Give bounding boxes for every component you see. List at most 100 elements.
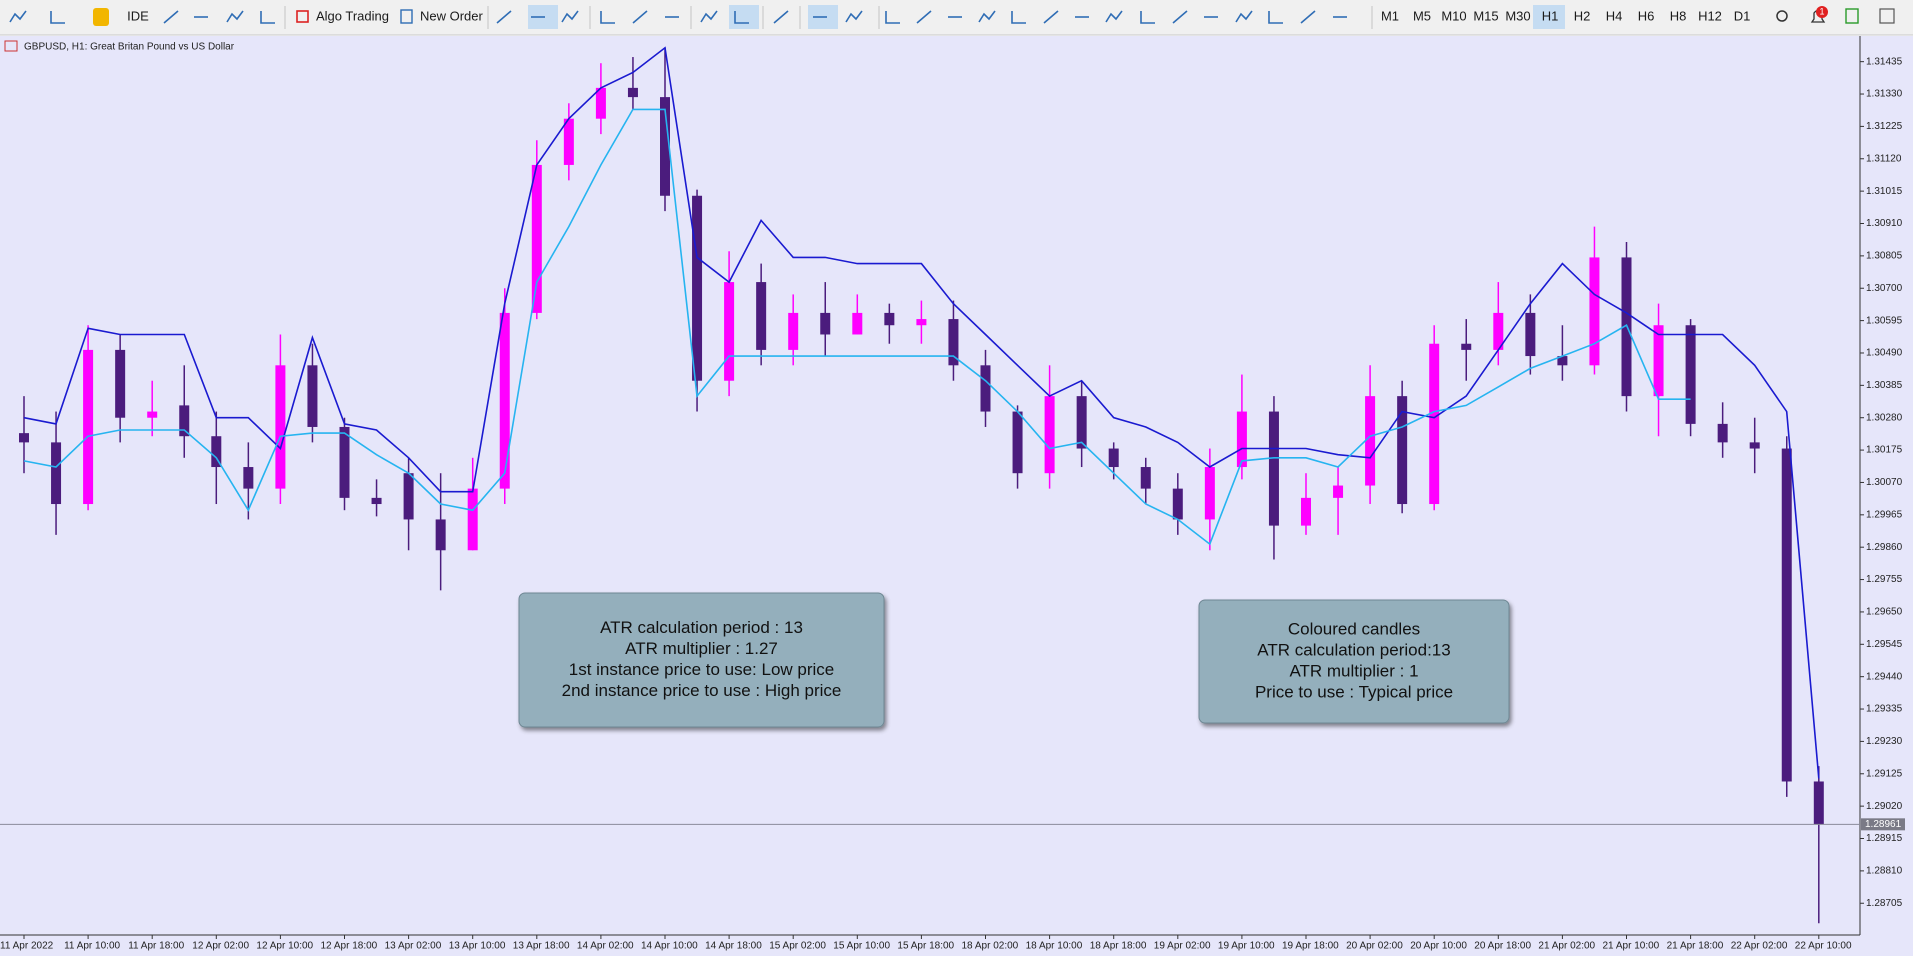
search-icon[interactable]	[1776, 10, 1788, 22]
candle-body	[1076, 396, 1087, 449]
candle-body	[724, 282, 735, 381]
current-price-label: 1.28961	[1865, 819, 1902, 830]
toolbar-icon[interactable]	[163, 10, 179, 24]
toolbar-icon[interactable]	[978, 10, 996, 23]
timeframe-button[interactable]: H2	[1574, 8, 1591, 23]
annotation-text: 1st instance price to use: Low price	[569, 660, 835, 679]
x-tick-label: 20 Apr 10:00	[1410, 941, 1467, 952]
toolbar-icon[interactable]	[845, 10, 863, 23]
toolbar-icon[interactable]	[1043, 10, 1059, 24]
x-tick-label: 11 Apr 2022	[0, 941, 54, 952]
x-tick-label: 13 Apr 10:00	[449, 941, 506, 952]
candle-body	[371, 497, 382, 505]
y-tick-label: 1.29230	[1866, 736, 1903, 747]
active-timeframe	[1533, 5, 1565, 29]
candle-body	[916, 319, 927, 326]
y-tick-label: 1.31225	[1866, 121, 1903, 132]
candle-body	[499, 312, 510, 489]
toolbar-icon[interactable]	[885, 11, 900, 24]
y-tick-label: 1.29020	[1866, 801, 1903, 812]
x-tick-label: 19 Apr 18:00	[1282, 941, 1339, 952]
toolbar-icon[interactable]	[226, 10, 244, 23]
toolbar-icon[interactable]	[632, 10, 648, 24]
x-tick-label: 20 Apr 18:00	[1474, 941, 1531, 952]
ide-button[interactable]: IDE	[127, 8, 149, 23]
new-order-button[interactable]: New Order	[420, 8, 484, 23]
toolbar-icon[interactable]	[9, 10, 27, 23]
candle-body	[1012, 411, 1023, 474]
timeframe-button[interactable]: H12	[1698, 8, 1722, 23]
chart-area	[0, 36, 1860, 935]
timeframe-button[interactable]: M15	[1473, 8, 1498, 23]
toolbar-icon[interactable]	[561, 10, 579, 23]
toolbar-icon[interactable]	[50, 11, 65, 24]
annotation-text: ATR calculation period : 13	[600, 618, 803, 637]
toolbar-icon[interactable]	[773, 10, 789, 24]
candle-body	[211, 436, 222, 468]
dollar-icon[interactable]	[93, 8, 109, 26]
timeframe-button[interactable]: H1	[1542, 8, 1559, 23]
candle-body	[531, 164, 542, 313]
candle-body	[1781, 448, 1792, 782]
toolbar-icon[interactable]	[1235, 10, 1253, 23]
toolbar-icon[interactable]	[1268, 11, 1283, 24]
toolbar-icon[interactable]	[600, 11, 615, 24]
timeframe-button[interactable]: M10	[1441, 8, 1466, 23]
timeframe-button[interactable]: H6	[1638, 8, 1655, 23]
toolbar-icon[interactable]	[1172, 10, 1188, 24]
level-icon[interactable]	[1845, 8, 1859, 24]
plot	[19, 46, 1824, 924]
toolbar-icon[interactable]	[1140, 11, 1155, 24]
algo-icon[interactable]	[296, 10, 309, 23]
y-tick-label: 1.29860	[1866, 542, 1903, 553]
timeframe-button[interactable]: H8	[1670, 8, 1687, 23]
y-tick-label: 1.30805	[1866, 251, 1903, 262]
layout-icon[interactable]	[1879, 8, 1895, 24]
notification-count: 1	[1819, 6, 1824, 16]
timeframe-button[interactable]: D1	[1734, 8, 1751, 23]
y-tick-label: 1.28705	[1866, 898, 1903, 909]
x-tick-label: 14 Apr 10:00	[641, 941, 698, 952]
x-tick-label: 21 Apr 18:00	[1667, 941, 1724, 952]
annotation-text: 2nd instance price to use : High price	[562, 681, 842, 700]
toolbar-icon[interactable]	[916, 10, 932, 24]
candle-body	[756, 282, 767, 350]
x-tick-label: 21 Apr 02:00	[1538, 941, 1595, 952]
candle-body	[243, 467, 254, 489]
timeframe-button[interactable]: M30	[1505, 8, 1530, 23]
x-tick-label: 22 Apr 10:00	[1795, 941, 1852, 952]
toolbar-icon[interactable]	[734, 11, 749, 24]
timeframe-button[interactable]: M1	[1381, 8, 1399, 23]
y-tick-label: 1.30175	[1866, 445, 1903, 456]
toolbar-icon[interactable]	[260, 11, 275, 24]
y-tick-label: 1.31015	[1866, 186, 1903, 197]
candle-body	[1268, 411, 1279, 526]
y-tick-label: 1.30910	[1866, 218, 1903, 229]
candle-body	[147, 411, 158, 418]
candle-body	[83, 349, 94, 505]
x-tick-label: 11 Apr 10:00	[64, 941, 120, 952]
candle-body	[467, 488, 478, 551]
candle-body	[1108, 448, 1119, 468]
candle-body	[1301, 497, 1311, 526]
toolbar-icon[interactable]	[1105, 10, 1123, 23]
x-tick-label: 19 Apr 10:00	[1218, 941, 1275, 952]
candle-body	[595, 87, 606, 119]
x-tick-label: 20 Apr 02:00	[1346, 941, 1403, 952]
x-tick-label: 15 Apr 18:00	[897, 941, 954, 952]
algo-trading-button[interactable]: Algo Trading	[316, 8, 389, 23]
y-tick-label: 1.29335	[1866, 704, 1903, 715]
toolbar-icon[interactable]	[1011, 11, 1026, 24]
y-tick-label: 1.30490	[1866, 348, 1903, 359]
toolbar-icon[interactable]	[496, 10, 512, 24]
annotation-text: ATR multiplier : 1	[1289, 661, 1418, 680]
toolbar-icon[interactable]	[1300, 10, 1316, 24]
toolbar-icon[interactable]	[700, 10, 718, 23]
x-tick-label: 21 Apr 10:00	[1603, 941, 1660, 952]
candle-body	[788, 312, 799, 350]
timeframe-button[interactable]: H4	[1606, 8, 1623, 23]
order-icon[interactable]	[400, 9, 413, 24]
atr-stop-line	[23, 108, 1691, 546]
timeframe-button[interactable]: M5	[1413, 8, 1431, 23]
